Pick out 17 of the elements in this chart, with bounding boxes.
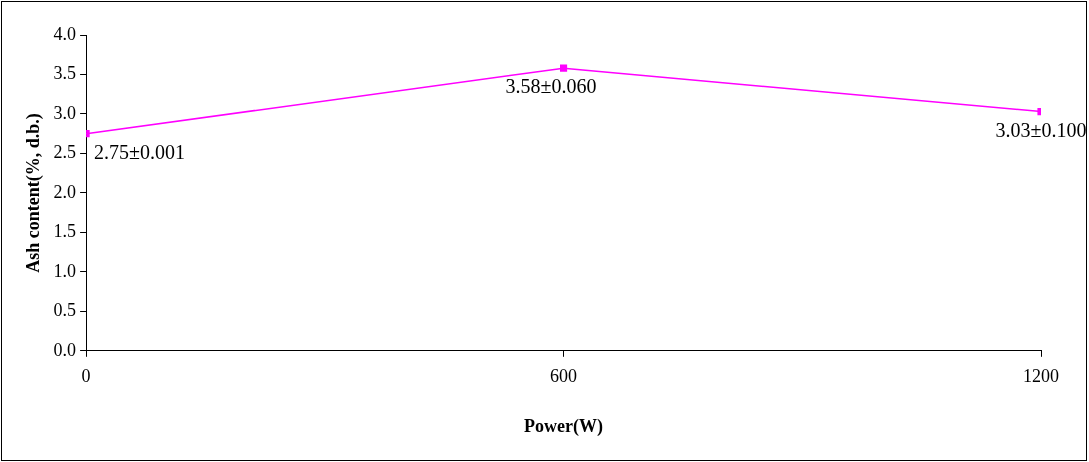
y-tick-label: 0.0	[53, 339, 77, 360]
y-axis-title: Ash content(%, d.b.)	[23, 113, 45, 273]
x-axis-title: Power(W)	[524, 415, 604, 437]
x-tick-label: 1200	[1023, 366, 1059, 387]
x-tick-label: 0	[81, 366, 91, 387]
data-label: 3.03±0.100	[995, 118, 1087, 141]
x-tick-label: 600	[550, 366, 578, 387]
y-tick-label: 3.5	[53, 63, 77, 84]
y-tick-label: 1.0	[53, 260, 77, 281]
data-label: 3.58±0.060	[505, 75, 597, 98]
data-label: 2.75±0.001	[94, 140, 186, 163]
y-tick-label: 4.0	[53, 23, 77, 44]
y-tick-label: 3.0	[53, 102, 77, 123]
y-tick-label: 1.5	[53, 221, 77, 242]
y-tick-label: 2.0	[53, 181, 77, 202]
y-tick-label: 2.5	[53, 142, 77, 163]
y-tick-label: 0.5	[53, 300, 77, 321]
